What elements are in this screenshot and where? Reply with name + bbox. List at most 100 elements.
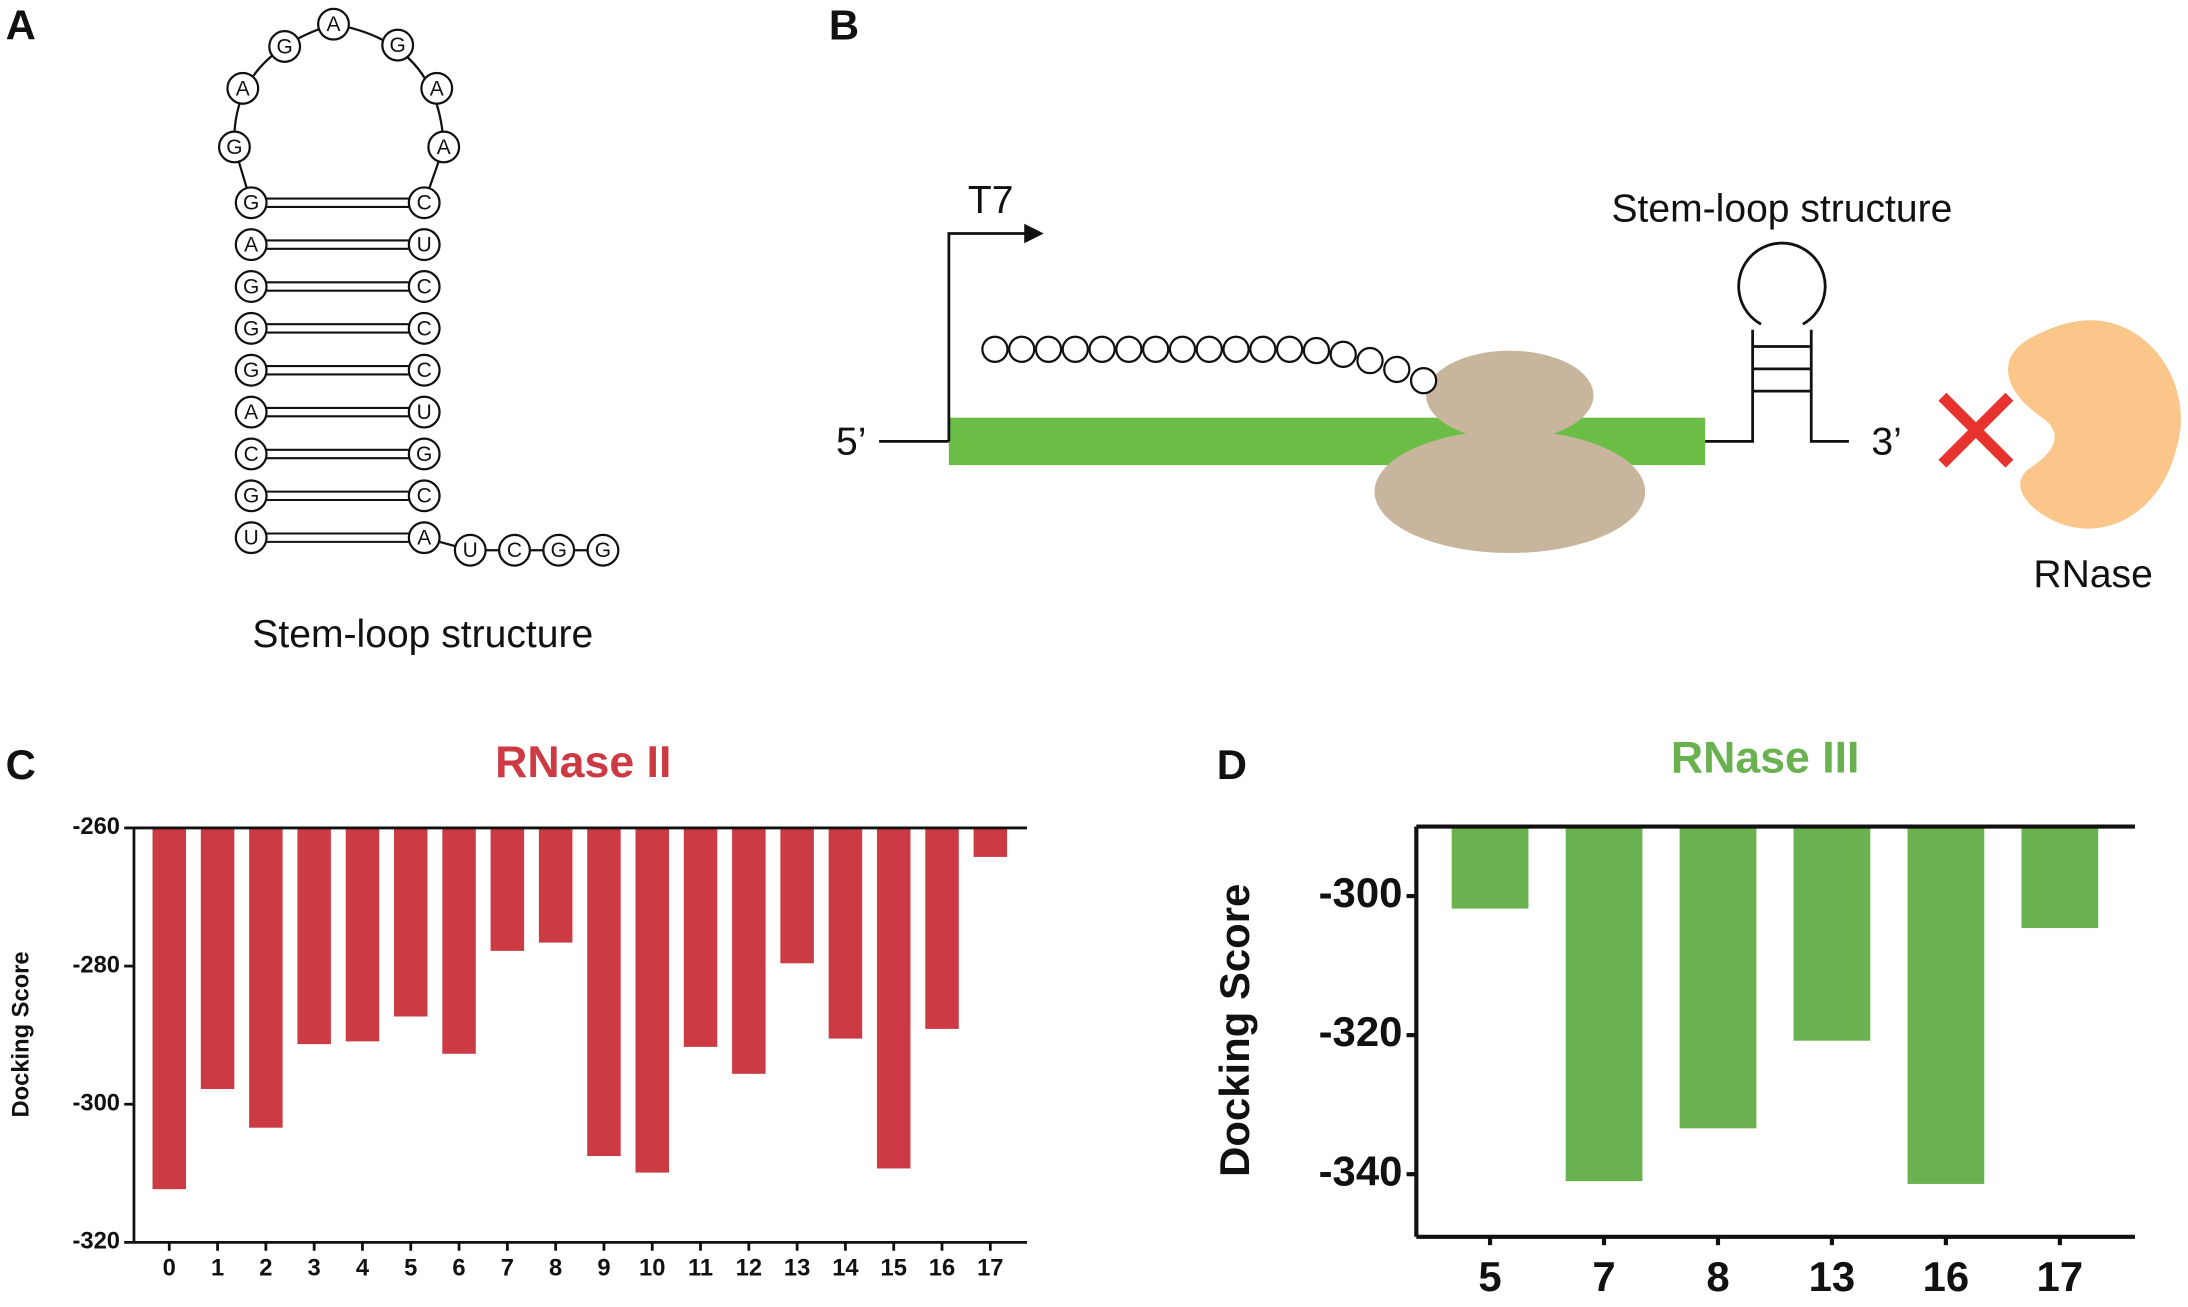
x-tick-label: 17 xyxy=(2037,1253,2084,1300)
nucleotide-label: A xyxy=(244,401,258,424)
nucleotide xyxy=(586,533,620,567)
bar xyxy=(683,827,718,1047)
nucleotide xyxy=(498,533,531,567)
nucleotide-label: U xyxy=(244,527,259,550)
nucleotide-label: C xyxy=(507,539,522,562)
chart-title: RNase II xyxy=(495,738,671,787)
nucleotide xyxy=(407,521,441,555)
panel-label: C xyxy=(6,741,36,788)
nucleotide xyxy=(407,228,441,262)
nucleotide-label: A xyxy=(327,13,341,36)
x-tick-label: 2 xyxy=(259,1256,272,1282)
bead xyxy=(1061,335,1089,363)
bead xyxy=(1195,335,1223,363)
y-tick-label: -300 xyxy=(73,1090,120,1116)
nucleotide-label: G xyxy=(390,34,406,57)
bar xyxy=(200,827,235,1090)
nucleotide xyxy=(420,71,454,105)
x-tick-label: 1 xyxy=(211,1256,224,1282)
panel-label: D xyxy=(1217,741,1247,788)
bar xyxy=(249,827,283,1128)
x-tick-label: 13 xyxy=(1809,1253,1856,1300)
nucleotide-label: A xyxy=(417,527,431,550)
x-tick-label: 10 xyxy=(639,1256,665,1282)
bar xyxy=(973,827,1008,857)
nucleotide xyxy=(317,7,350,41)
bar xyxy=(780,827,814,964)
bead xyxy=(1302,336,1331,365)
bar xyxy=(394,827,428,1017)
x-tick-label: 14 xyxy=(832,1256,859,1282)
y-tick-label: -320 xyxy=(1319,1008,1403,1055)
caption: Stem-loop structure xyxy=(252,613,593,656)
bead xyxy=(1088,335,1116,363)
y-axis-label: Docking Score xyxy=(9,951,35,1117)
bar xyxy=(1451,826,1529,909)
bar xyxy=(587,827,621,1157)
three-prime-label: 3’ xyxy=(1871,421,1901,464)
nucleotide-label: G xyxy=(243,485,259,508)
nucleotide-label: G xyxy=(243,359,259,382)
bead xyxy=(981,335,1009,363)
bead xyxy=(1329,340,1357,368)
nucleotide xyxy=(234,311,268,345)
bead xyxy=(1383,355,1411,384)
x-tick-label: 3 xyxy=(308,1256,321,1282)
enzyme-label: RNase xyxy=(2033,553,2152,596)
nucleotide xyxy=(407,437,441,471)
nucleotide xyxy=(407,270,441,303)
nucleotide-label: G xyxy=(551,539,567,562)
nucleotide xyxy=(407,353,441,387)
bar xyxy=(635,827,669,1173)
x-tick-label: 17 xyxy=(977,1256,1003,1282)
nucleotide xyxy=(234,521,268,555)
nucleotide xyxy=(217,130,251,164)
x-tick-label: 8 xyxy=(1706,1253,1729,1300)
nucleotide-label: G xyxy=(243,317,259,340)
structure-label: Stem-loop structure xyxy=(1612,187,1953,230)
x-tick-label: 9 xyxy=(597,1256,610,1282)
bar xyxy=(442,827,476,1054)
chart-title: RNase III xyxy=(1671,734,1860,783)
x-tick-label: 16 xyxy=(929,1256,955,1282)
x-tick-label: 5 xyxy=(404,1256,417,1282)
transcript xyxy=(981,335,1438,395)
nucleotide-label: U xyxy=(463,539,478,562)
x-tick-label: 5 xyxy=(1478,1253,1501,1300)
x-tick-label: 7 xyxy=(1592,1253,1615,1300)
x-tick-label: 6 xyxy=(452,1256,465,1282)
bead xyxy=(1034,335,1063,363)
y-tick-label: -260 xyxy=(73,814,120,840)
bar xyxy=(876,827,911,1169)
nucleotide xyxy=(234,228,268,262)
bar xyxy=(152,827,187,1190)
bead xyxy=(1115,335,1143,363)
bead xyxy=(1356,346,1384,375)
nucleotide-label: A xyxy=(437,136,451,159)
y-tick-label: -340 xyxy=(1319,1147,1403,1194)
nucleotide-label: A xyxy=(236,77,250,100)
nucleotide-label: C xyxy=(417,275,432,298)
bar xyxy=(538,827,573,943)
nucleotide xyxy=(234,395,268,429)
y-tick-label: -280 xyxy=(73,952,120,978)
nucleotide xyxy=(453,533,487,567)
y-tick-label: -320 xyxy=(73,1229,120,1255)
five-prime-label: 5’ xyxy=(836,421,866,464)
nucleotide-label: C xyxy=(417,485,432,508)
nucleotide xyxy=(427,130,461,164)
nucleotide xyxy=(542,533,576,567)
nucleotide xyxy=(234,270,268,303)
nucleotide-label: C xyxy=(417,192,432,215)
bead xyxy=(1168,335,1197,363)
x-tick-label: 12 xyxy=(736,1256,762,1282)
bead xyxy=(1409,367,1438,395)
nucleotide-label: A xyxy=(430,77,444,100)
nucleotide-label: G xyxy=(595,539,611,562)
y-tick-label: -300 xyxy=(1319,869,1403,916)
bar xyxy=(1565,826,1643,1182)
bar xyxy=(490,827,525,951)
bar xyxy=(1793,826,1871,1041)
bead xyxy=(1142,335,1170,363)
